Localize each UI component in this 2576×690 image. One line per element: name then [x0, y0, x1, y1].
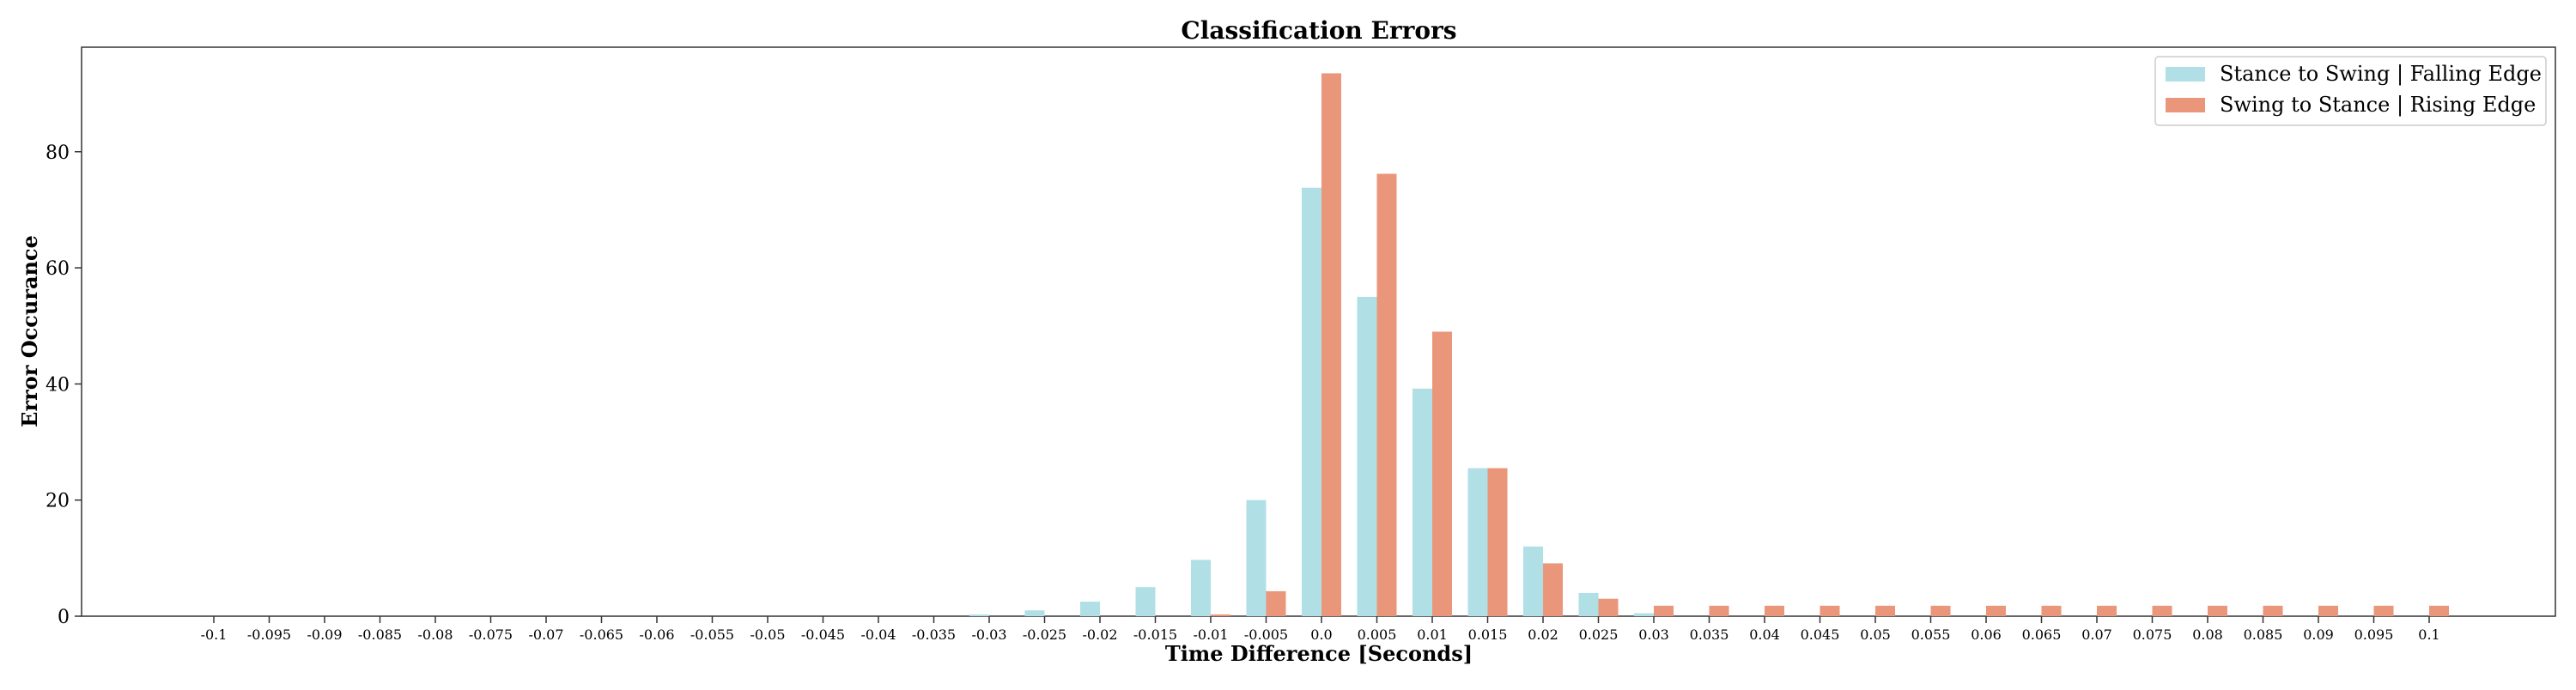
- bar-rising-edge: [1321, 73, 1341, 617]
- x-tick-label: -0.025: [1023, 626, 1066, 643]
- bar-rising-edge: [2208, 605, 2227, 616]
- bar-rising-edge: [1765, 605, 1784, 616]
- bar-rising-edge: [1986, 605, 2006, 616]
- x-tick-label: -0.1: [201, 626, 228, 643]
- legend-label-falling-edge: Stance to Swing | Falling Edge: [2220, 62, 2542, 87]
- x-tick-label: 0.04: [1749, 626, 1780, 643]
- bar-falling-edge: [1191, 560, 1211, 616]
- x-tick-label: -0.07: [528, 626, 563, 643]
- x-tick-label: 0.055: [1911, 626, 1951, 643]
- legend-swatch-falling-edge: [2166, 67, 2205, 82]
- legend-swatch-rising-edge: [2166, 98, 2205, 112]
- bar-rising-edge: [1654, 605, 1674, 616]
- x-tick-label: -0.085: [358, 626, 402, 643]
- chart-title: Classification Errors: [1181, 16, 1456, 45]
- x-tick-label: 0.045: [1801, 626, 1840, 643]
- bar-rising-edge: [2429, 605, 2449, 616]
- x-tick-label: 0.0: [1310, 626, 1332, 643]
- y-tick-label: 20: [46, 491, 70, 512]
- bar-falling-edge: [1135, 587, 1156, 616]
- x-tick-label: 0.03: [1638, 626, 1669, 643]
- x-tick-label: -0.055: [690, 626, 734, 643]
- x-tick-label: -0.005: [1244, 626, 1288, 643]
- legend-label-rising-edge: Swing to Stance | Rising Edge: [2220, 93, 2536, 118]
- bar-rising-edge: [2263, 605, 2283, 616]
- bar-rising-edge: [1598, 598, 1619, 616]
- bar-rising-edge: [2318, 605, 2338, 616]
- bar-rising-edge: [1487, 468, 1508, 616]
- x-tick-label: -0.045: [801, 626, 845, 643]
- bar-rising-edge: [1820, 605, 1840, 616]
- bar-rising-edge: [1376, 173, 1397, 617]
- y-tick-label: 40: [46, 374, 70, 396]
- x-tick-label: 0.005: [1358, 626, 1397, 643]
- bar-rising-edge: [1432, 331, 1452, 616]
- bar-rising-edge: [1709, 605, 1729, 616]
- bar-rising-edge: [2041, 605, 2062, 616]
- bar-rising-edge: [2152, 605, 2172, 616]
- bar-falling-edge: [969, 614, 989, 616]
- x-tick-label: 0.06: [1971, 626, 2002, 643]
- bar-falling-edge: [1578, 592, 1599, 616]
- x-tick-label: -0.065: [580, 626, 623, 643]
- bar-rising-edge: [2097, 605, 2117, 616]
- x-tick-label: -0.08: [417, 626, 453, 643]
- x-tick-label: -0.075: [469, 626, 513, 643]
- x-tick-label: -0.015: [1133, 626, 1177, 643]
- x-tick-label: 0.025: [1579, 626, 1619, 643]
- x-tick-label: 0.075: [2133, 626, 2172, 643]
- y-axis-label: Error Occurance: [17, 235, 42, 427]
- bar-falling-edge: [1523, 546, 1543, 616]
- bar-rising-edge: [1266, 590, 1286, 616]
- bar-rising-edge: [1875, 605, 1895, 616]
- x-tick-label: -0.04: [860, 626, 896, 643]
- bar-rising-edge: [1930, 605, 1951, 616]
- legend: Stance to Swing | Falling Edge Swing to …: [2154, 56, 2547, 126]
- x-tick-label: -0.095: [247, 626, 291, 643]
- bar-falling-edge: [1024, 610, 1045, 616]
- x-axis: -0.1 -0.095 -0.09 -0.085 -0.08 -0.075 -0.07 -0.…: [201, 616, 2440, 643]
- x-tick-label: 0.1: [2418, 626, 2439, 643]
- x-tick-label: 0.035: [1690, 626, 1729, 643]
- x-tick-label: 0.07: [2081, 626, 2112, 643]
- x-tick-label: -0.05: [750, 626, 785, 643]
- x-tick-label: 0.02: [1528, 626, 1558, 643]
- y-axis: 0 20 40 60 80: [46, 142, 82, 628]
- bar-rising-edge: [1543, 563, 1563, 616]
- x-tick-label: 0.05: [1860, 626, 1891, 643]
- bar-falling-edge: [1413, 388, 1432, 616]
- x-tick-label: 0.08: [2192, 626, 2223, 643]
- y-tick-label: 80: [46, 142, 70, 164]
- bar-falling-edge: [1357, 296, 1377, 616]
- x-tick-label: 0.095: [2354, 626, 2394, 643]
- bar-falling-edge: [1302, 187, 1321, 617]
- x-tick-label: -0.01: [1193, 626, 1228, 643]
- x-tick-label: -0.06: [639, 626, 674, 643]
- x-tick-label: 0.09: [2303, 626, 2334, 643]
- bar-rising-edge: [2373, 605, 2394, 616]
- bars: [969, 73, 2449, 617]
- x-tick-label: 0.01: [1417, 626, 1448, 643]
- x-tick-label: -0.09: [307, 626, 342, 643]
- bar-rising-edge: [1211, 614, 1230, 616]
- bar-falling-edge: [1246, 499, 1267, 616]
- x-tick-label: -0.03: [971, 626, 1006, 643]
- x-tick-label: -0.035: [912, 626, 956, 643]
- legend-box: [2154, 56, 2547, 126]
- bar-falling-edge: [1467, 468, 1488, 616]
- x-tick-label: 0.085: [2244, 626, 2283, 643]
- y-tick-label: 60: [46, 258, 70, 280]
- x-tick-label: -0.02: [1082, 626, 1117, 643]
- x-axis-label: Time Difference [Seconds]: [1165, 641, 1473, 666]
- bar-falling-edge: [1080, 602, 1100, 616]
- x-tick-label: 0.015: [1468, 626, 1508, 643]
- y-tick-label: 0: [58, 607, 70, 628]
- bar-falling-edge: [1634, 613, 1654, 616]
- x-tick-label: 0.065: [2022, 626, 2062, 643]
